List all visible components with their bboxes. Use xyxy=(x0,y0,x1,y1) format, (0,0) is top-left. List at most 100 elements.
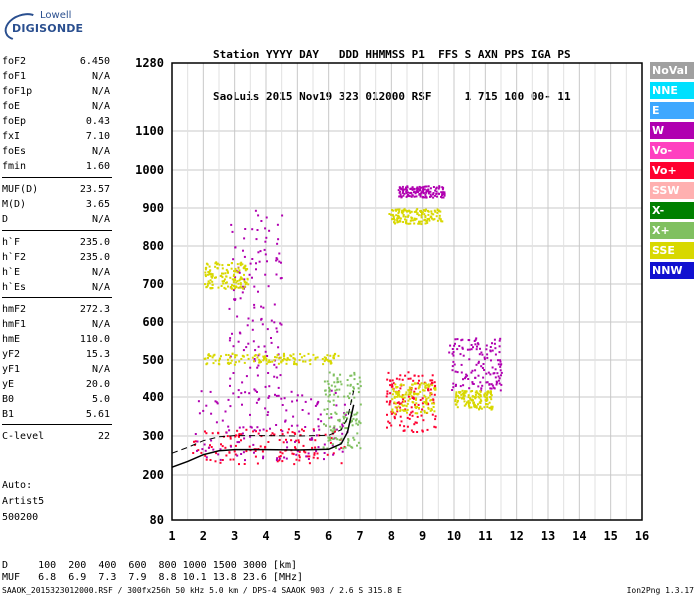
param-row: B0 5.0 xyxy=(2,394,110,409)
param-row: yF1 N/A xyxy=(2,364,110,379)
echo-point xyxy=(420,209,423,212)
echo-point xyxy=(474,338,477,341)
echo-point xyxy=(401,400,404,403)
echo-point xyxy=(357,387,360,390)
echo-point xyxy=(240,261,243,264)
echo-point xyxy=(229,384,231,387)
param-row: fmin 1.60 xyxy=(2,161,110,176)
echo-point xyxy=(397,215,400,218)
echo-point xyxy=(236,280,239,283)
echo-point xyxy=(234,270,237,273)
echo-point xyxy=(405,222,408,224)
echo-point xyxy=(440,220,443,223)
echo-point xyxy=(326,453,329,456)
echo-point xyxy=(393,401,396,404)
echo-point xyxy=(221,280,224,283)
echo-point xyxy=(436,208,439,211)
echo-point xyxy=(242,426,245,429)
param-key: B0 xyxy=(2,394,15,405)
echo-point xyxy=(406,189,409,192)
echo-point xyxy=(480,407,483,410)
echo-point xyxy=(201,448,204,451)
echo-point xyxy=(435,186,438,189)
echo-point xyxy=(429,193,432,196)
echo-point xyxy=(219,274,222,277)
echo-point xyxy=(279,455,282,458)
y-tick-label: 900 xyxy=(142,201,164,215)
echo-point xyxy=(440,195,442,198)
echo-point xyxy=(280,277,283,279)
echo-point xyxy=(418,379,420,382)
echo-point xyxy=(473,395,476,398)
echo-point xyxy=(234,361,237,364)
echo-point xyxy=(454,399,457,401)
echo-point xyxy=(267,396,270,399)
echo-point xyxy=(263,356,266,359)
echo-point xyxy=(254,455,257,458)
echo-point xyxy=(267,285,270,288)
echo-point xyxy=(323,443,326,446)
echo-point xyxy=(465,373,468,376)
echo-point xyxy=(406,425,409,428)
echo-point xyxy=(397,392,400,395)
echo-point xyxy=(333,393,336,396)
echo-point xyxy=(233,270,235,273)
echo-point xyxy=(298,454,301,457)
echo-point xyxy=(228,429,231,432)
echo-point xyxy=(301,394,304,397)
echo-point xyxy=(434,388,437,391)
echo-point xyxy=(411,383,414,386)
echo-point xyxy=(225,268,228,271)
echo-point xyxy=(323,380,326,383)
echo-point xyxy=(464,377,466,380)
echo-point xyxy=(230,286,232,288)
echo-point xyxy=(277,238,280,241)
echo-point xyxy=(261,323,264,326)
echo-point xyxy=(420,220,423,223)
echo-point xyxy=(405,190,408,193)
echo-point xyxy=(276,330,279,333)
echo-point xyxy=(482,376,485,379)
echo-point xyxy=(396,208,399,211)
echo-point xyxy=(337,419,340,422)
echo-point xyxy=(427,188,430,191)
logo-lowell: Lowell xyxy=(40,10,72,21)
echo-point xyxy=(236,315,239,318)
echo-point xyxy=(278,455,281,458)
echo-point xyxy=(298,359,301,362)
echo-point xyxy=(276,223,279,226)
echo-point xyxy=(436,219,439,222)
echo-point xyxy=(481,353,484,356)
echo-point xyxy=(468,405,471,407)
echo-point xyxy=(490,406,492,409)
echo-point xyxy=(471,395,474,398)
echo-point xyxy=(276,354,279,356)
echo-point xyxy=(346,417,349,420)
param-key: M(D) xyxy=(2,199,27,210)
echo-point xyxy=(426,384,429,387)
echo-point xyxy=(470,406,473,409)
echo-point xyxy=(329,441,332,444)
echo-point xyxy=(348,444,351,447)
echo-point xyxy=(475,337,478,340)
echo-point xyxy=(461,389,464,392)
echo-point xyxy=(439,218,442,221)
echo-point xyxy=(411,397,414,399)
echo-point xyxy=(217,286,220,289)
echo-point xyxy=(238,426,241,429)
echo-point xyxy=(224,446,227,449)
echo-point xyxy=(352,386,355,389)
echo-point xyxy=(212,362,215,365)
echo-point xyxy=(279,451,282,454)
echo-point xyxy=(273,321,276,324)
auto-line: Artist5 xyxy=(2,496,45,507)
echo-point xyxy=(348,392,351,395)
echo-point xyxy=(424,382,427,385)
echo-point xyxy=(225,353,228,356)
echo-point xyxy=(308,359,311,362)
echo-point xyxy=(268,229,271,232)
echo-point xyxy=(282,355,285,357)
echo-point xyxy=(218,263,221,266)
echo-point xyxy=(468,406,471,409)
echo-point xyxy=(243,237,246,240)
